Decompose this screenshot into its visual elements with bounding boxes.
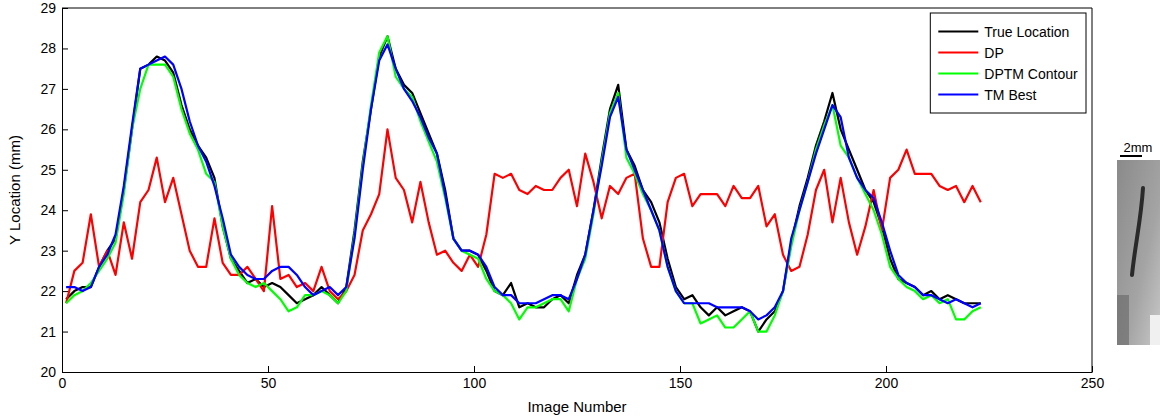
- x-axis-line: [63, 372, 1093, 373]
- scale-bar: [1120, 155, 1142, 157]
- series-line: [66, 36, 981, 331]
- plot-background: [62, 8, 1092, 372]
- y-tick-label: 27: [40, 81, 56, 97]
- y-tick: 26: [40, 121, 68, 137]
- legend-label: TM Best: [984, 87, 1036, 103]
- y-tick-label: 20: [40, 364, 56, 380]
- x-tick-label: 150: [669, 375, 693, 391]
- y-tick-mark: [62, 332, 68, 333]
- y-tick-mark: [62, 129, 68, 130]
- x-tick-label: 250: [1081, 375, 1105, 391]
- inset-shade: [1117, 295, 1129, 345]
- y-tick-label: 25: [40, 162, 56, 178]
- legend-label: DP: [984, 45, 1003, 61]
- x-tick: 250: [1081, 366, 1105, 391]
- y-tick: 27: [40, 81, 68, 97]
- chart: 0 50 100 150 200 250 20 21 22 23 24 25 26 27 28 29 True …: [0, 0, 1163, 418]
- y-tick-mark: [62, 48, 68, 49]
- y-tick-label: 24: [40, 202, 56, 218]
- x-axis-title: Image Number: [527, 398, 626, 415]
- y-tick: 25: [40, 162, 68, 178]
- plot-area: 0 50 100 150 200 250 20 21 22 23 24 25 26 27 28 29 True …: [40, 0, 1104, 391]
- x-tick-label: 100: [463, 375, 487, 391]
- legend-swatch: [938, 30, 978, 32]
- y-tick-mark: [62, 210, 68, 211]
- y-tick-label: 26: [40, 121, 56, 137]
- y-axis: 20 21 22 23 24 25 26 27 28 29: [40, 0, 68, 380]
- frame: [1092, 8, 1093, 372]
- legend: True Location DP DPTM Contour TM Best: [930, 13, 1086, 113]
- y-tick-mark: [62, 291, 68, 292]
- x-tick-mark: [1092, 366, 1093, 372]
- x-tick-mark: [268, 366, 269, 372]
- legend-swatch: [938, 93, 978, 95]
- y-tick-label: 28: [40, 40, 56, 56]
- series-line: [66, 36, 981, 331]
- x-axis: 0 50 100 150 200 250: [59, 366, 1105, 391]
- x-tick-label: 50: [261, 375, 277, 391]
- y-tick-mark: [62, 372, 68, 373]
- y-tick-mark: [62, 170, 68, 171]
- inset-background: [1117, 160, 1160, 345]
- y-tick: 24: [40, 202, 68, 218]
- x-tick: 50: [261, 366, 277, 391]
- x-tick: 100: [463, 366, 487, 391]
- y-axis-title: Y Location (mm): [6, 135, 23, 245]
- y-tick-mark: [62, 251, 68, 252]
- y-tick: 23: [40, 243, 68, 259]
- x-tick: 200: [875, 366, 899, 391]
- y-tick-label: 21: [40, 324, 56, 340]
- series-line: [66, 44, 981, 319]
- y-tick: 20: [40, 364, 68, 380]
- inset-shade: [1150, 315, 1160, 345]
- frame: [62, 8, 1092, 9]
- y-axis-line: [62, 9, 63, 373]
- x-tick-mark: [474, 366, 475, 372]
- scale-label: 2mm: [1124, 140, 1153, 155]
- inset-image: 2mm: [1117, 140, 1160, 345]
- x-tick-label: 0: [59, 375, 67, 391]
- y-tick-label: 22: [40, 283, 56, 299]
- y-tick: 21: [40, 324, 68, 340]
- inset-feature: [1132, 188, 1143, 275]
- y-tick-label: 23: [40, 243, 56, 259]
- x-tick-mark: [886, 366, 887, 372]
- y-tick: 29: [40, 0, 68, 16]
- x-tick-label: 200: [875, 375, 899, 391]
- y-tick-mark: [62, 89, 68, 90]
- series-group: [66, 36, 981, 331]
- y-tick: 22: [40, 283, 68, 299]
- legend-swatch: [938, 51, 978, 53]
- legend-swatch: [938, 72, 978, 74]
- x-tick-mark: [680, 366, 681, 372]
- legend-label: True Location: [984, 24, 1069, 40]
- y-tick-mark: [62, 8, 68, 9]
- y-tick-label: 29: [40, 0, 56, 16]
- legend-label: DPTM Contour: [984, 66, 1078, 82]
- legend-box: [930, 13, 1086, 113]
- x-tick: 150: [669, 366, 693, 391]
- y-tick: 28: [40, 40, 68, 56]
